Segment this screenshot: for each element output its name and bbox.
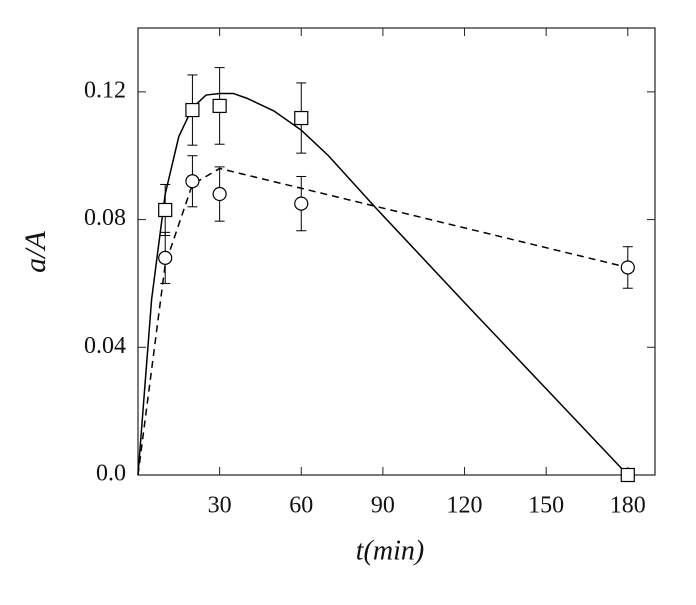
circle-marker bbox=[158, 250, 173, 265]
curve bbox=[137, 92, 629, 476]
x-tick-label: 60 bbox=[289, 493, 313, 519]
y-tick-label: 0.04 bbox=[84, 333, 126, 359]
x-tick-label: 30 bbox=[208, 493, 232, 519]
x-axis-label: t(min) bbox=[356, 535, 424, 566]
x-tick-label: 180 bbox=[610, 493, 646, 519]
plot-frame bbox=[137, 27, 656, 476]
x-tick-label: 90 bbox=[371, 493, 395, 519]
circle-marker bbox=[185, 174, 200, 189]
circle-marker bbox=[294, 196, 309, 211]
x-tick-label: 150 bbox=[528, 493, 564, 519]
y-axis-label: a/A bbox=[19, 231, 52, 273]
square-marker bbox=[212, 98, 227, 114]
circle-marker bbox=[620, 260, 635, 275]
square-marker bbox=[620, 467, 635, 483]
curve bbox=[137, 167, 628, 476]
y-tick-label: 0.0 bbox=[96, 461, 126, 487]
y-tick-label: 0.12 bbox=[84, 77, 126, 103]
square-marker bbox=[294, 110, 309, 126]
x-tick-label: 120 bbox=[447, 493, 483, 519]
y-tick-label: 0.08 bbox=[84, 205, 126, 231]
circle-marker bbox=[212, 186, 227, 202]
square-marker bbox=[185, 102, 200, 118]
square-marker bbox=[158, 202, 173, 218]
